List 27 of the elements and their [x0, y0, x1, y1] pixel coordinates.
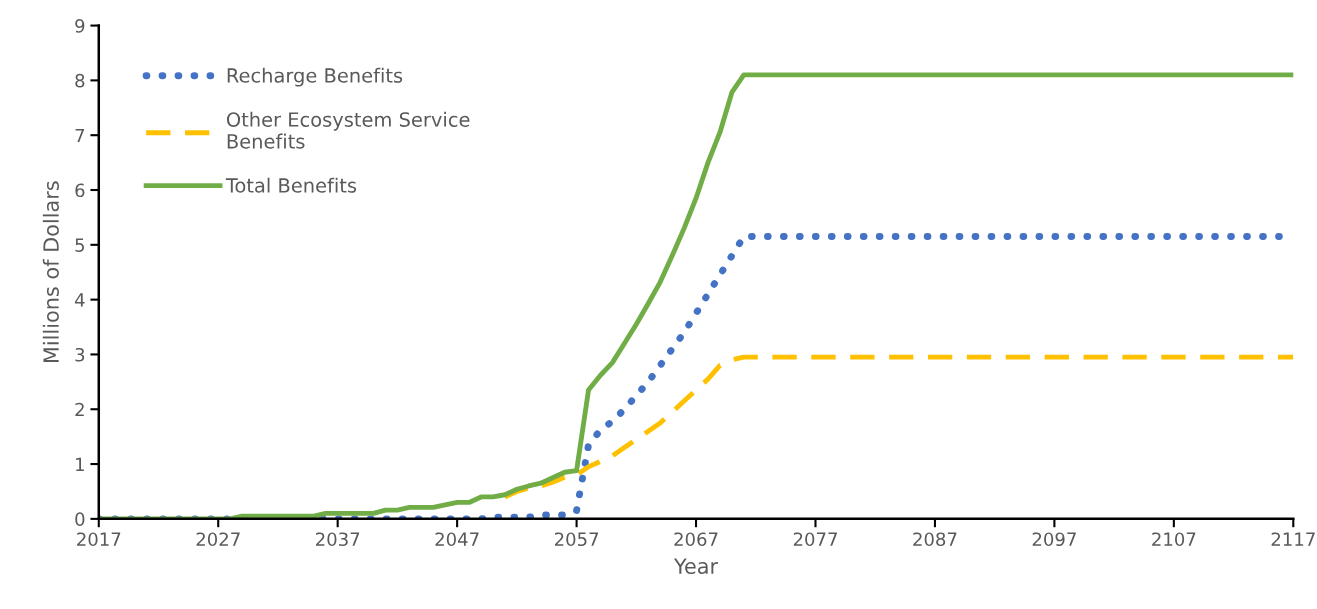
x-tick-label: 2047: [435, 532, 479, 547]
y-tick-label: 4: [74, 293, 85, 307]
y-tick-label: 2: [75, 402, 84, 417]
x-tick-label: 2097: [1032, 532, 1076, 547]
y-tick-label: 9: [75, 19, 85, 33]
x-tick-label: 2027: [196, 532, 240, 547]
x-tick-label: 2017: [77, 532, 121, 547]
x-tick-label: 2057: [554, 532, 599, 547]
legend-label: Total Benefits: [225, 177, 357, 193]
x-tick-label: 2117: [1271, 532, 1315, 546]
y-tick-label: 3: [75, 347, 85, 362]
y-tick-label: 7: [75, 128, 85, 143]
y-tick-label: 6: [75, 183, 85, 198]
x-tick-label: 2107: [1152, 532, 1196, 547]
legend-label: Other Ecosystem Service Benefits: [226, 111, 470, 149]
y-tick-label: 0: [75, 512, 85, 526]
x-tick-label: 2087: [913, 532, 957, 547]
x-tick-label: 2077: [793, 532, 837, 547]
x-axis-title: Year: [673, 558, 719, 574]
y-tick-label: 1: [76, 457, 84, 471]
x-tick-label: 2067: [674, 532, 718, 547]
line-series: [502, 354, 1294, 500]
x-tick-label: 2037: [316, 532, 360, 547]
y-axis-title: Millions of Dollars: [42, 181, 59, 363]
y-tick-label: 8: [75, 73, 85, 88]
y-tick-label: 5: [75, 238, 84, 252]
legend-label: Recharge Benefits: [227, 67, 403, 87]
